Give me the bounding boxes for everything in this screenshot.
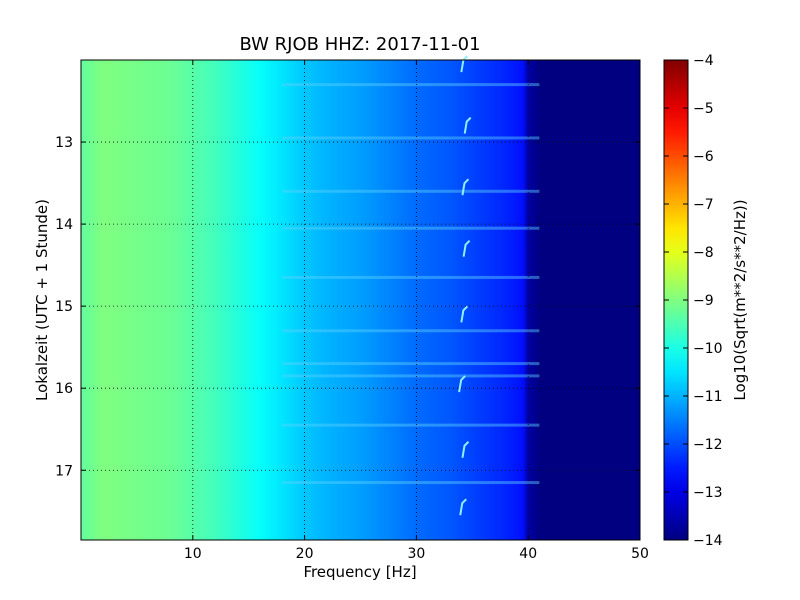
event-marks [458, 55, 472, 516]
y-tick-label: 14 [55, 217, 73, 233]
colorbar-tick-label: −4 [693, 53, 714, 69]
bright-band [282, 275, 540, 279]
bright-band [282, 423, 540, 427]
colorbar-tick-label: −14 [693, 533, 723, 549]
x-tick-label: 20 [296, 546, 314, 562]
y-tick-label: 15 [55, 299, 73, 315]
plot-frame [80, 59, 641, 541]
event-mark [458, 375, 466, 393]
y-tick-label: 16 [55, 381, 73, 397]
grid-lines [81, 60, 640, 540]
chart-title: BW RJOB HHZ: 2017-11-01 [239, 34, 480, 55]
colorbar-tick-label: −6 [693, 149, 714, 165]
plot-area [80, 55, 641, 541]
y-tick-label: 17 [55, 463, 73, 479]
event-mark [461, 178, 470, 196]
bright-band [282, 329, 540, 333]
y-axis-ticks: 13 14 15 16 17 [55, 135, 640, 479]
colorbar-tick-label: −9 [693, 293, 714, 309]
time-bands [282, 83, 540, 485]
colorbar-tick-label: −13 [693, 485, 723, 501]
bright-band [282, 83, 540, 87]
colorbar-label: Log10(Sqrt(m**2/s**2/Hz)) [731, 199, 749, 400]
colorbar: −4 −5 −6 −7 −8 −9 −10 −11 −12 −13 −14 [663, 53, 723, 549]
x-tick-label: 10 [184, 546, 202, 562]
bright-band [282, 189, 540, 193]
colorbar-ticks: −4 −5 −6 −7 −8 −9 −10 −11 −12 −13 −14 [664, 53, 723, 549]
x-tick-label: 40 [519, 546, 537, 562]
colorbar-tick-label: −8 [693, 245, 714, 261]
event-mark [461, 441, 470, 458]
event-mark [463, 116, 472, 134]
colorbar-tick-label: −11 [693, 389, 723, 405]
y-tick-label: 13 [55, 135, 73, 151]
x-tick-label: 50 [631, 546, 649, 562]
event-mark [462, 240, 471, 257]
colorbar-tick-label: −7 [693, 197, 714, 213]
bright-band [282, 136, 540, 140]
spectrogram-background [81, 60, 640, 540]
x-axis-label: Frequency [Hz] [303, 563, 416, 581]
bright-band [282, 374, 540, 378]
event-mark [460, 305, 469, 323]
event-mark [459, 498, 467, 516]
colorbar-tick-label: −5 [693, 101, 714, 117]
x-tick-label: 30 [407, 546, 425, 562]
colorbar-tick-label: −10 [693, 341, 723, 357]
bright-band [282, 362, 540, 366]
x-axis-ticks: 10 20 30 40 50 [184, 60, 649, 562]
colorbar-tick-label: −12 [693, 437, 723, 453]
bright-band [282, 226, 540, 230]
bright-band [282, 481, 540, 485]
y-axis-label: Lokalzeit (UTC + 1 Stunde) [33, 199, 51, 401]
